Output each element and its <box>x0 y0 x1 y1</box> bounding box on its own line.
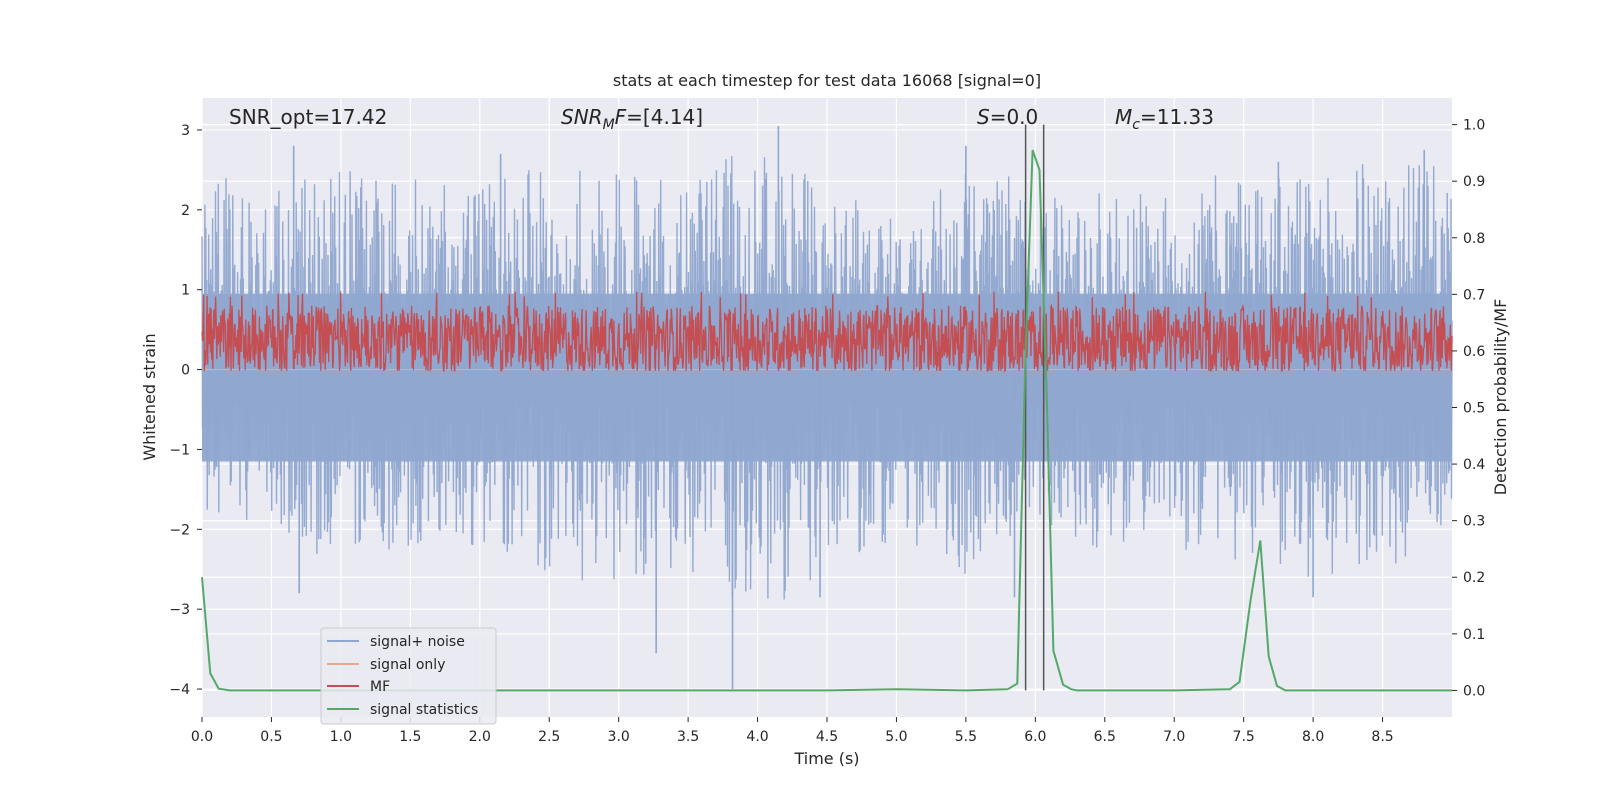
y-right-tick-label: 0.8 <box>1463 231 1485 247</box>
x-tick-label: 0.5 <box>260 729 282 745</box>
x-tick-label: 2.5 <box>538 729 560 745</box>
annotation-s: S=0.0 <box>977 105 1038 129</box>
y-left-tick-label: −4 <box>169 682 190 698</box>
y-left-tick-label: 1 <box>181 283 190 299</box>
x-tick-label: 8.0 <box>1302 729 1324 745</box>
x-tick-label: 7.5 <box>1233 729 1255 745</box>
x-tick-label: 6.0 <box>1024 729 1046 745</box>
legend: signal+ noise signal only MF signal stat… <box>320 627 497 725</box>
legend-label-signal-only: signal only <box>370 657 445 673</box>
x-tick-label: 3.5 <box>677 729 699 745</box>
x-tick-label: 6.5 <box>1094 729 1116 745</box>
y-left-tick-label: −1 <box>169 442 190 458</box>
legend-label-signal-statistics: signal statistics <box>370 702 478 718</box>
y-right-tick-label: 1.0 <box>1463 118 1485 134</box>
x-axis-label: Time (s) <box>793 749 859 768</box>
y-right-tick-label: 0.5 <box>1463 401 1485 417</box>
y-right-tick-label: 0.1 <box>1463 627 1485 643</box>
x-tick-label: 3.0 <box>608 729 630 745</box>
x-tick-label: 7.0 <box>1163 729 1185 745</box>
y-right-tick-label: 0.6 <box>1463 344 1485 360</box>
x-tick-label: 1.5 <box>399 729 421 745</box>
x-tick-label: 8.5 <box>1371 729 1393 745</box>
annotation-snr-opt: SNR_opt=17.42 <box>229 105 387 129</box>
y-left-tick-label: −2 <box>169 522 190 538</box>
y-left-tick-label: 2 <box>181 203 190 219</box>
x-tick-label: 4.0 <box>746 729 768 745</box>
legend-label-signal-noise: signal+ noise <box>370 634 465 650</box>
y-right-tick-label: 0.9 <box>1463 174 1485 190</box>
x-tick-label: 0.0 <box>191 729 213 745</box>
legend-box <box>320 627 497 725</box>
y-axis-label-left: Whitened strain <box>140 333 159 460</box>
annotation-snr-mf: SNRMF=[4.14] <box>561 105 703 133</box>
y-right-tick-label: 0.4 <box>1463 457 1485 473</box>
x-tick-label: 2.0 <box>469 729 491 745</box>
chart-title: stats at each timestep for test data 160… <box>613 71 1041 90</box>
y-right-tick-label: 0.0 <box>1463 683 1485 699</box>
x-tick-label: 1.0 <box>330 729 352 745</box>
annotation-mc: Mc=11.33 <box>1115 105 1214 133</box>
vertical-markers <box>1024 124 1045 691</box>
y-right-tick-label: 0.7 <box>1463 287 1485 303</box>
y-left-tick-label: 0 <box>181 363 190 379</box>
y-right-tick-label: 0.2 <box>1463 570 1485 586</box>
x-tick-label: 5.5 <box>955 729 977 745</box>
y-axis-label-right: Detection probability/MF <box>1491 299 1510 496</box>
mf-trace <box>201 291 1453 373</box>
y-left-tick-label: 3 <box>181 123 190 139</box>
y-right-tick-label: 0.3 <box>1463 514 1485 530</box>
series-mf <box>201 291 1453 373</box>
x-tick-label: 5.0 <box>885 729 907 745</box>
y-left-tick-label: −3 <box>169 602 190 618</box>
ticks: 0.0 0.5 1.0 1.5 2.0 2.5 3.0 3.5 4.0 4.5 5.0 5.5 6.0 6… <box>169 118 1485 745</box>
x-tick-label: 4.5 <box>816 729 838 745</box>
legend-label-mf: MF <box>370 679 390 695</box>
